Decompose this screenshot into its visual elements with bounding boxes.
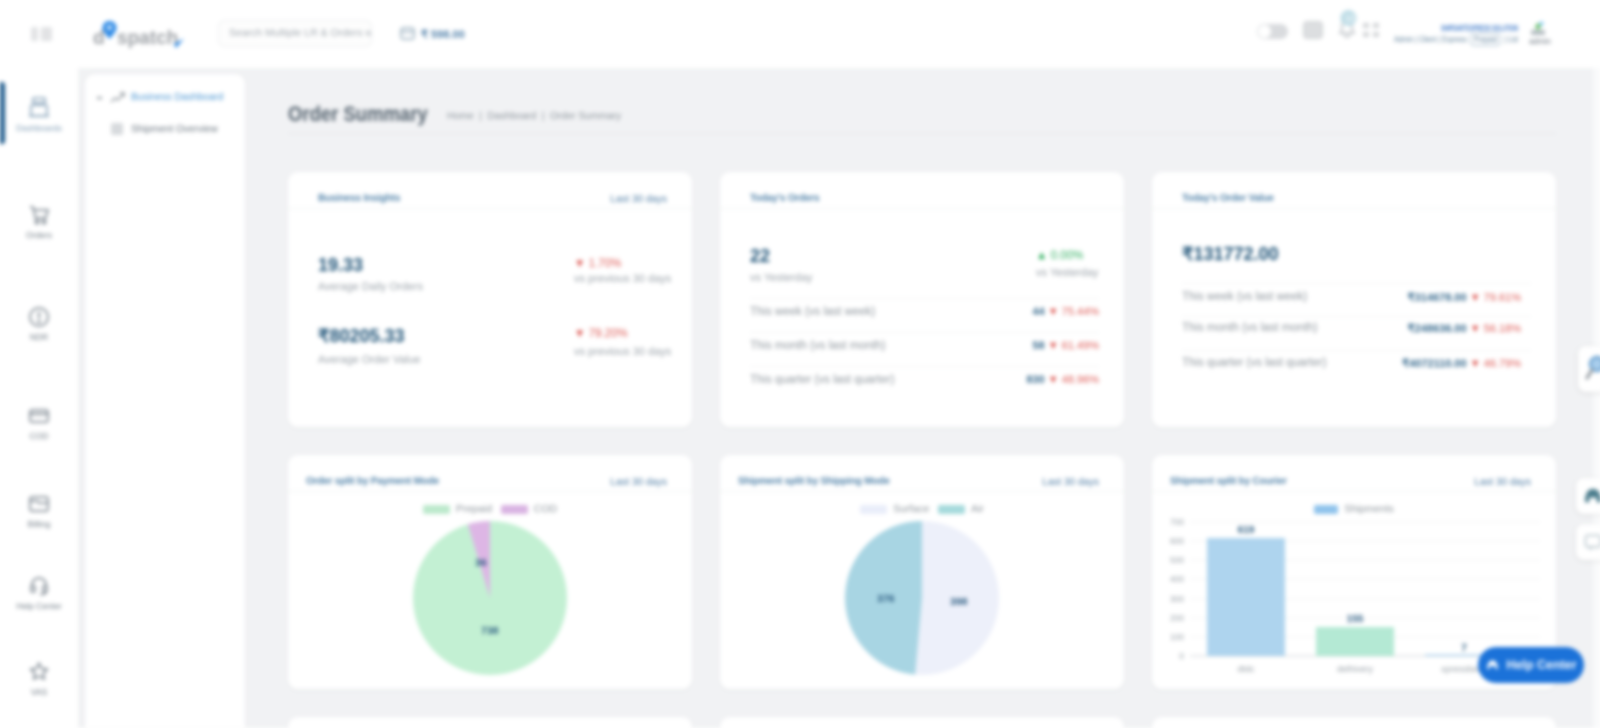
- svg-text:700: 700: [1170, 517, 1184, 527]
- svg-text:400: 400: [1170, 574, 1184, 584]
- svg-text:155: 155: [1347, 614, 1364, 625]
- svg-text:738: 738: [481, 625, 499, 637]
- svg-text:dtdc: dtdc: [1237, 664, 1255, 674]
- svg-text:200: 200: [1170, 613, 1184, 623]
- svg-text:100: 100: [1170, 632, 1184, 642]
- svg-text:spatch: spatch: [117, 28, 178, 49]
- svg-text:xpressbees: xpressbees: [1441, 664, 1488, 674]
- svg-text:600: 600: [1170, 536, 1184, 546]
- svg-text:619: 619: [1238, 525, 1255, 536]
- svg-text:0: 0: [1179, 651, 1184, 661]
- svg-text:376: 376: [877, 593, 895, 605]
- svg-text:398: 398: [950, 596, 968, 608]
- svg-text:d: d: [93, 28, 105, 49]
- svg-text:10: 10: [1345, 14, 1355, 24]
- svg-text:500: 500: [1170, 555, 1184, 565]
- svg-text:delhivery: delhivery: [1337, 664, 1374, 674]
- svg-text:7: 7: [1461, 643, 1467, 654]
- svg-text:₹ 598.00: ₹ 598.00: [421, 29, 465, 41]
- svg-text:300: 300: [1170, 594, 1184, 604]
- svg-text:36: 36: [475, 557, 487, 569]
